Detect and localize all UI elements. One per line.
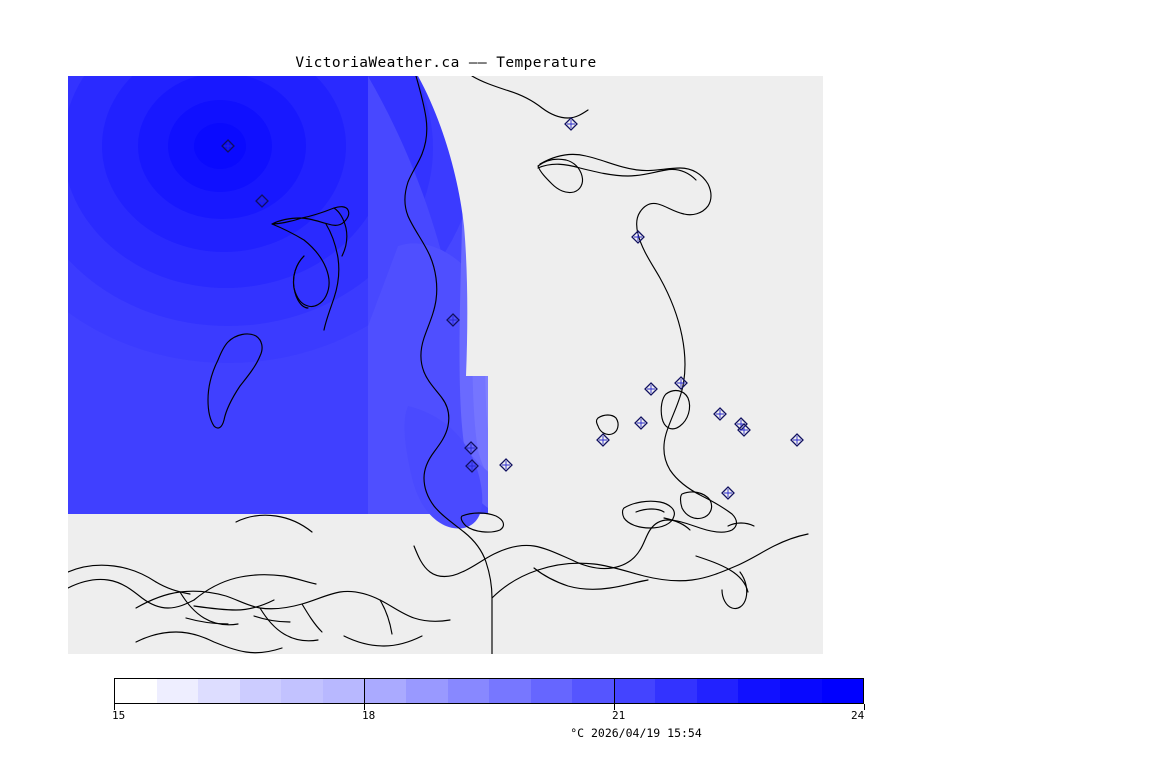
station-marker <box>446 313 460 327</box>
colorbar-tick <box>114 704 115 710</box>
station-marker <box>564 117 578 131</box>
colorbar-swatch <box>696 679 739 703</box>
station-marker-hatch <box>637 419 645 427</box>
station-marker-hatch <box>793 436 801 444</box>
station-marker-hatch <box>258 197 266 205</box>
station-marker <box>255 194 269 208</box>
colorbar-swatch <box>530 679 573 703</box>
colorbar-tick <box>364 704 365 710</box>
station-marker <box>713 407 727 421</box>
station-marker-hatch <box>467 444 475 452</box>
page-title-text: VictoriaWeather.ca —— Temperature <box>295 55 597 71</box>
station-marker <box>737 423 751 437</box>
station-marker-hatch <box>224 142 232 150</box>
station-marker-hatch <box>502 461 510 469</box>
station-marker-hatch <box>647 385 655 393</box>
no-data-mask <box>418 76 823 654</box>
colorbar-tick-line <box>614 678 615 704</box>
map-canvas <box>68 76 823 654</box>
colorbar-tick-label: 15 <box>112 709 126 722</box>
colorbar-swatch <box>655 679 697 703</box>
colorbar-swatch <box>489 679 531 703</box>
colorbar-swatch <box>738 679 780 703</box>
station-marker <box>465 459 479 473</box>
station-markers <box>221 117 804 500</box>
station-marker-hatch <box>634 233 642 241</box>
colorbar-swatch <box>364 679 406 703</box>
colorbar-swatch <box>322 679 365 703</box>
colorbar-tick-line <box>364 678 365 704</box>
colorbar-swatch <box>780 679 822 703</box>
colorbar-swatch <box>281 679 323 703</box>
colorbar-tick-label: 18 <box>362 709 376 722</box>
colorbar-swatch <box>198 679 240 703</box>
colorbar-swatch <box>405 679 448 703</box>
colorbar-swatch <box>821 679 864 703</box>
colorbar-tick-label: 21 <box>612 709 626 722</box>
station-marker-hatch <box>724 489 732 497</box>
station-marker <box>464 441 478 455</box>
colorbar-swatch <box>115 679 157 703</box>
station-marker <box>790 433 804 447</box>
station-marker <box>499 458 513 472</box>
colorbar-swatch <box>572 679 614 703</box>
station-marker-hatch <box>740 426 748 434</box>
coastlines <box>68 76 809 654</box>
station-marker <box>221 139 235 153</box>
colorbar-swatch <box>239 679 282 703</box>
colorbar-footer: °C 2026/04/19 15:54 <box>0 726 1152 740</box>
station-marker-hatch <box>677 379 685 387</box>
colorbar: 15 18 21 24 <box>112 678 865 722</box>
unit-and-timestamp: °C 2026/04/19 15:54 <box>570 726 702 740</box>
colorbar-tick <box>614 704 615 710</box>
station-marker <box>634 416 648 430</box>
colorbar-tick-label: 24 <box>851 709 865 722</box>
station-marker <box>644 382 658 396</box>
station-marker <box>631 230 645 244</box>
station-marker-hatch <box>567 120 575 128</box>
temperature-contour-map <box>68 76 823 654</box>
colorbar-swatches <box>114 678 864 704</box>
colorbar-tick <box>864 704 865 710</box>
station-marker-hatch <box>449 316 457 324</box>
temperature-map-panel <box>68 76 823 654</box>
colorbar-swatch <box>447 679 490 703</box>
colorbar-swatch <box>156 679 199 703</box>
station-marker-hatch <box>599 436 607 444</box>
station-marker <box>674 376 688 390</box>
station-marker-hatch <box>468 462 476 470</box>
station-marker-hatch <box>716 410 724 418</box>
colorbar-swatch <box>613 679 656 703</box>
station-marker <box>596 433 610 447</box>
station-marker <box>721 486 735 500</box>
page-title: VictoriaWeather.ca —— Temperature <box>0 55 1152 71</box>
